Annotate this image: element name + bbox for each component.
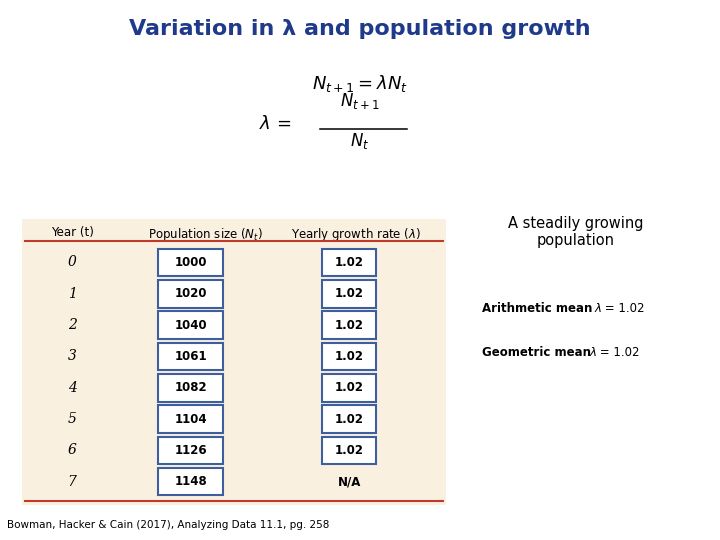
Text: = 1.02: = 1.02 — [601, 302, 644, 315]
FancyBboxPatch shape — [158, 311, 223, 339]
Text: 1.02: 1.02 — [335, 413, 364, 426]
Text: 1040: 1040 — [174, 319, 207, 332]
Text: 6: 6 — [68, 443, 76, 457]
Text: 1148: 1148 — [174, 475, 207, 488]
Text: $\lambda$: $\lambda$ — [589, 346, 597, 359]
Text: Yearly growth rate ($\lambda$): Yearly growth rate ($\lambda$) — [292, 226, 421, 242]
FancyBboxPatch shape — [158, 436, 223, 464]
Text: A steadily growing
population: A steadily growing population — [508, 216, 644, 248]
FancyBboxPatch shape — [158, 405, 223, 433]
FancyBboxPatch shape — [323, 342, 376, 370]
Text: 1000: 1000 — [174, 256, 207, 269]
Text: 7: 7 — [68, 475, 76, 489]
Text: 1061: 1061 — [174, 350, 207, 363]
Text: Bowman, Hacker & Cain (2017), Analyzing Data 11.1, pg. 258: Bowman, Hacker & Cain (2017), Analyzing … — [7, 520, 330, 530]
FancyBboxPatch shape — [158, 342, 223, 370]
Text: 1.02: 1.02 — [335, 287, 364, 300]
Text: Variation in λ and population growth: Variation in λ and population growth — [129, 19, 591, 39]
Text: Arithmetic mean: Arithmetic mean — [482, 302, 597, 315]
Text: Year (t): Year (t) — [50, 226, 94, 239]
Text: 1020: 1020 — [174, 287, 207, 300]
Text: 2: 2 — [68, 318, 76, 332]
FancyBboxPatch shape — [323, 405, 376, 433]
Text: 1126: 1126 — [174, 444, 207, 457]
FancyBboxPatch shape — [158, 468, 223, 496]
Text: 1.02: 1.02 — [335, 444, 364, 457]
FancyBboxPatch shape — [158, 374, 223, 402]
Text: $N_{t+1}$: $N_{t+1}$ — [340, 91, 380, 111]
Text: 1082: 1082 — [174, 381, 207, 394]
Text: 1: 1 — [68, 287, 76, 301]
Text: 1.02: 1.02 — [335, 256, 364, 269]
Text: Population size ($N_t$): Population size ($N_t$) — [148, 226, 263, 242]
FancyBboxPatch shape — [323, 436, 376, 464]
Text: Geometric mean: Geometric mean — [482, 346, 595, 359]
Text: = 1.02: = 1.02 — [596, 346, 639, 359]
Text: $N_{t+1} = \lambda N_t$: $N_{t+1} = \lambda N_t$ — [312, 73, 408, 94]
FancyBboxPatch shape — [323, 248, 376, 276]
Text: 3: 3 — [68, 349, 76, 363]
Text: 1104: 1104 — [174, 413, 207, 426]
FancyBboxPatch shape — [158, 280, 223, 308]
Text: 1.02: 1.02 — [335, 350, 364, 363]
FancyBboxPatch shape — [323, 311, 376, 339]
Text: 0: 0 — [68, 255, 76, 269]
FancyBboxPatch shape — [323, 280, 376, 308]
Text: N/A: N/A — [338, 475, 361, 488]
Text: 5: 5 — [68, 412, 76, 426]
FancyBboxPatch shape — [158, 248, 223, 276]
FancyBboxPatch shape — [323, 374, 376, 402]
Text: $\lambda$: $\lambda$ — [594, 302, 602, 315]
Text: $\lambda$$\,=\,$: $\lambda$$\,=\,$ — [258, 115, 292, 133]
FancyBboxPatch shape — [22, 219, 446, 505]
Text: 4: 4 — [68, 381, 76, 395]
Text: 1.02: 1.02 — [335, 381, 364, 394]
Text: $N_t$: $N_t$ — [351, 131, 369, 151]
Text: 1.02: 1.02 — [335, 319, 364, 332]
